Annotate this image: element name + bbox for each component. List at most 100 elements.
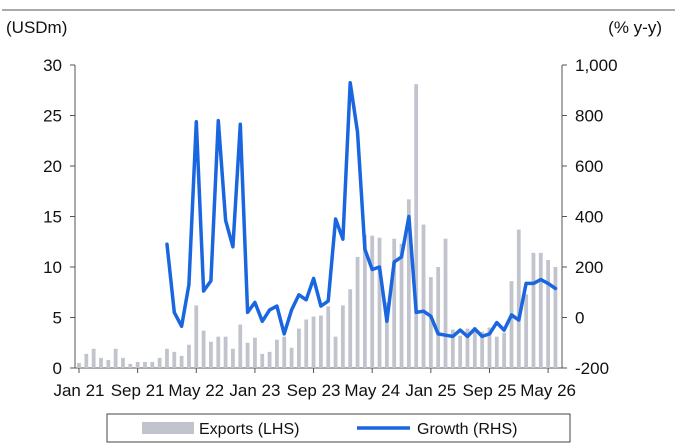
x-tick-label: Sep 25 [463, 381, 517, 400]
growth-point [474, 328, 476, 330]
exports-bar [333, 336, 338, 368]
exports-bar [157, 357, 162, 368]
exports-bar [384, 302, 389, 368]
growth-point [217, 119, 220, 122]
growth-point [202, 290, 205, 292]
left-tick-label: 20 [43, 157, 62, 176]
growth-line [165, 80, 558, 339]
exports-bar [150, 361, 155, 368]
exports-bar [128, 363, 133, 368]
growth-point [224, 219, 227, 222]
left-tick-label: 5 [53, 309, 62, 328]
growth-point [430, 315, 432, 318]
growth-point [334, 218, 337, 220]
exports-bar [494, 336, 499, 368]
growth-point [239, 123, 242, 126]
growth-point [283, 333, 286, 335]
growth-point [210, 280, 212, 282]
growth-point [415, 311, 417, 314]
right-tick-label: 0 [575, 309, 584, 328]
exports-bar [267, 351, 272, 368]
growth-point [393, 261, 395, 263]
growth-point [539, 278, 542, 281]
exports-bar [546, 259, 551, 368]
exports-bar [524, 294, 529, 368]
right-tick-label: 800 [575, 107, 603, 126]
growth-point [312, 277, 315, 280]
exports-bar [179, 355, 184, 368]
growth-point [547, 282, 549, 285]
growth-point [488, 333, 491, 335]
growth-point [261, 320, 264, 323]
growth-point [364, 248, 366, 251]
growth-point [481, 335, 483, 338]
right-tick-label: 1,000 [575, 56, 618, 75]
exports-bar [113, 348, 118, 368]
exports-bar [245, 342, 250, 368]
exports-bar [77, 362, 81, 368]
legend-swatch-exports [142, 422, 194, 434]
legend-label-growth: Growth (RHS) [417, 421, 517, 438]
exports-bar [216, 336, 221, 368]
exports-bar [282, 336, 287, 368]
exports-bar [91, 348, 96, 368]
left-unit-label: (USDm) [6, 18, 67, 37]
growth-point [166, 243, 168, 246]
exports-bar [406, 199, 411, 368]
exports-bar [231, 348, 235, 368]
exports-bar [194, 305, 199, 368]
exports-bar [326, 306, 331, 368]
right-tick-label: 600 [575, 157, 603, 176]
legend-label-exports: Exports (LHS) [199, 421, 299, 438]
left-tick-label: 30 [43, 56, 62, 75]
growth-point [408, 215, 410, 218]
growth-point [510, 314, 513, 316]
exports-bar [187, 344, 191, 368]
exports-bar [340, 305, 345, 368]
growth-point [188, 283, 190, 286]
exports-bar [121, 357, 125, 368]
right-tick-label: 400 [575, 208, 603, 227]
growth-point [444, 334, 447, 336]
exports-bar [275, 339, 279, 368]
line-layer [165, 80, 558, 339]
exports-bar [414, 84, 419, 368]
left-tick-label: 25 [43, 107, 62, 126]
exports-bar [428, 277, 433, 368]
exports-bar [458, 335, 463, 368]
exports-bar [553, 267, 558, 368]
left-tick-label: 15 [43, 208, 62, 227]
exports-bar [201, 330, 206, 368]
exports-bar [436, 267, 441, 368]
growth-point [195, 121, 198, 123]
exports-bar [509, 281, 514, 368]
exports-bar [289, 347, 294, 368]
exports-bar [392, 238, 397, 368]
exports-bar [487, 327, 492, 368]
right-tick-label: 200 [575, 258, 603, 277]
exports-bar [531, 252, 536, 368]
growth-point [268, 309, 271, 311]
exports-bar [443, 238, 448, 368]
growth-point [532, 282, 535, 285]
growth-point [290, 309, 293, 311]
exports-bar [399, 243, 404, 368]
growth-point [371, 268, 374, 271]
growth-point [525, 282, 527, 285]
exports-bar [135, 361, 140, 368]
exports-bar [516, 229, 521, 368]
growth-point [276, 305, 278, 307]
growth-point [554, 287, 557, 290]
growth-point [342, 238, 344, 241]
exports-bar [238, 324, 243, 368]
exports-bar [143, 361, 147, 368]
exports-bar [450, 329, 455, 368]
exports-bar [502, 332, 507, 368]
exports-bar [304, 319, 309, 368]
right-unit-label: (% y-y) [608, 18, 662, 37]
growth-point [503, 329, 505, 331]
growth-point [320, 305, 322, 307]
exports-bar [209, 341, 213, 368]
exports-bar [318, 315, 323, 368]
